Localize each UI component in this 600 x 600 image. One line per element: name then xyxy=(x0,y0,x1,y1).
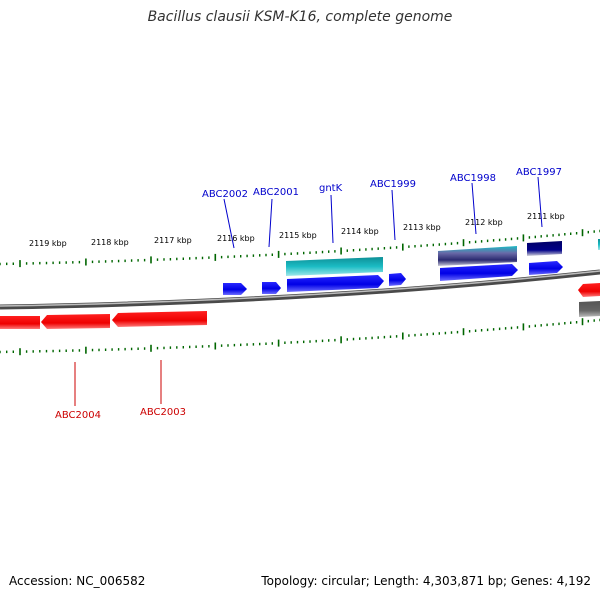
accession-text: Accession: NC_006582 xyxy=(9,574,146,588)
page-title: Bacillus clausii KSM-K16, complete genom… xyxy=(147,9,453,25)
gene-label[interactable]: ABC1998 xyxy=(450,173,496,184)
reverse-gene-labels: ABC2004 ABC2003 xyxy=(55,360,186,421)
kbp-label: 2118 kbp xyxy=(91,238,129,247)
reverse-gene-arrow[interactable] xyxy=(112,311,207,327)
kbp-scale: 2119 kbp 2118 kbp 2117 kbp 2116 kbp 2115… xyxy=(29,212,565,248)
upper-tick-row xyxy=(0,229,600,268)
kbp-label: 2117 kbp xyxy=(154,236,192,245)
genome-backbone-highlight xyxy=(0,270,600,307)
forward-gene-arrow[interactable] xyxy=(440,264,518,281)
forward-gene-labels: ABC2002 ABC2001 gntK ABC1999 ABC1998 ABC… xyxy=(202,167,562,249)
reverse-gene-track xyxy=(0,283,600,329)
kbp-label: 2115 kbp xyxy=(279,231,317,240)
reverse-gene-arrow[interactable] xyxy=(41,314,110,329)
forward-gene-arrow[interactable] xyxy=(223,283,247,295)
lower-tick-row xyxy=(0,318,600,356)
kbp-label: 2111 kbp xyxy=(527,212,565,221)
gene-label[interactable]: ABC2002 xyxy=(202,189,248,200)
gene-label[interactable]: ABC2004 xyxy=(55,410,101,421)
kbp-label: 2113 kbp xyxy=(403,223,441,232)
feature-teal-stack[interactable] xyxy=(438,246,517,266)
gene-label[interactable]: ABC1997 xyxy=(516,167,562,178)
gene-label[interactable]: ABC1999 xyxy=(370,179,416,190)
feature-navy[interactable] xyxy=(527,241,562,256)
genome-summary: Topology: circular; Length: 4,303,871 bp… xyxy=(261,574,591,588)
feature-teal[interactable] xyxy=(286,257,383,276)
forward-feature-track xyxy=(286,239,600,276)
kbp-label: 2116 kbp xyxy=(217,234,255,243)
forward-gene-arrow[interactable] xyxy=(389,273,406,286)
kbp-label: 2114 kbp xyxy=(341,227,379,236)
kbp-label: 2119 kbp xyxy=(29,239,67,248)
forward-gene-arrow[interactable] xyxy=(529,261,563,275)
kbp-label: 2112 kbp xyxy=(465,218,503,227)
forward-gene-track xyxy=(223,261,563,295)
gene-label[interactable]: ABC2003 xyxy=(140,407,186,418)
gene-label[interactable]: gntK xyxy=(319,183,343,194)
feature-gray[interactable] xyxy=(579,301,600,317)
forward-gene-arrow[interactable] xyxy=(262,282,281,294)
reverse-gene-arrow[interactable] xyxy=(578,283,600,297)
gene-label[interactable]: ABC2001 xyxy=(253,187,299,198)
genome-backbone xyxy=(0,269,600,310)
reverse-gene-arrow[interactable] xyxy=(0,316,40,329)
forward-gene-arrow[interactable] xyxy=(287,275,384,292)
